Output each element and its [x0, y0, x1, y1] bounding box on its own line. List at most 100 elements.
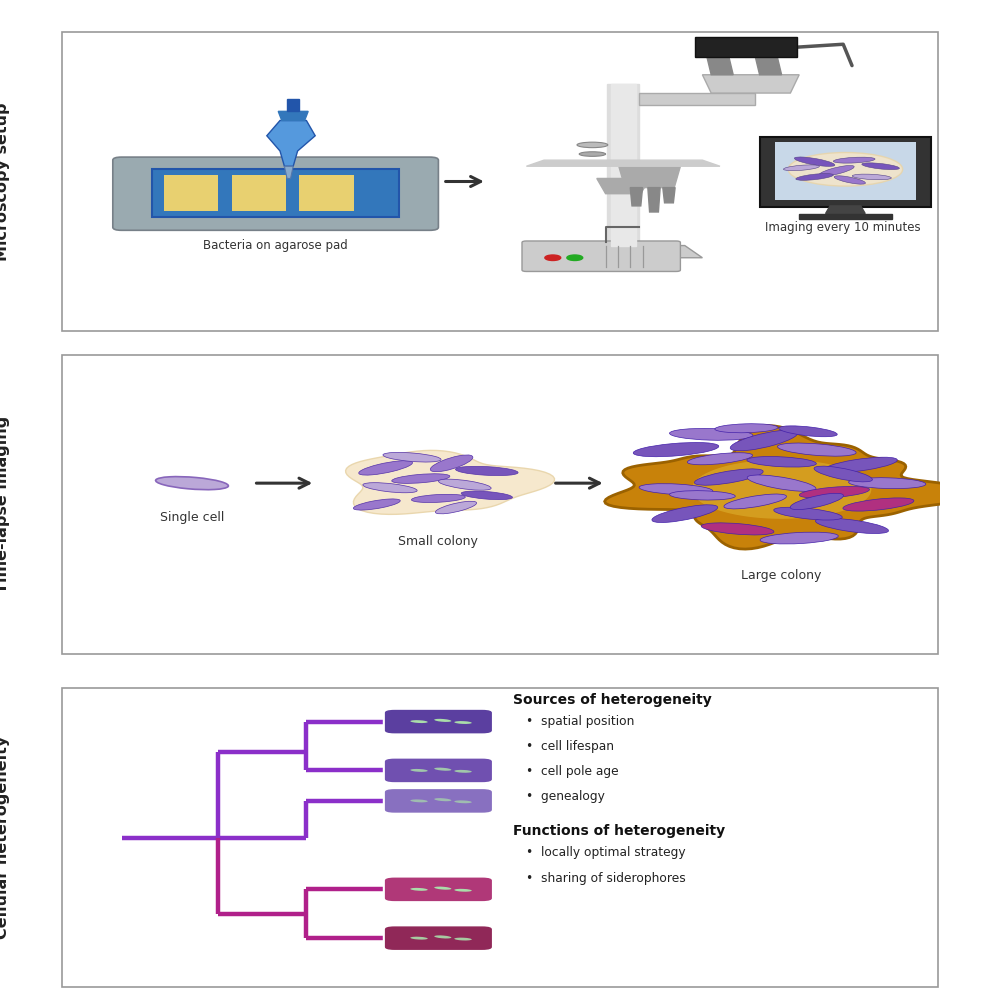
Ellipse shape — [815, 518, 889, 533]
Text: Large colony: Large colony — [741, 569, 822, 582]
Polygon shape — [630, 188, 643, 206]
Polygon shape — [707, 56, 733, 75]
Circle shape — [567, 255, 583, 260]
Ellipse shape — [454, 938, 472, 940]
Ellipse shape — [652, 505, 718, 523]
Ellipse shape — [796, 174, 833, 180]
Ellipse shape — [410, 888, 428, 891]
Ellipse shape — [779, 426, 837, 437]
FancyBboxPatch shape — [299, 175, 354, 211]
Text: •  locally optimal strategy: • locally optimal strategy — [526, 846, 686, 859]
Ellipse shape — [788, 153, 903, 186]
Ellipse shape — [156, 477, 228, 490]
Text: •  cell pole age: • cell pole age — [526, 765, 619, 778]
Text: Microscopy setup: Microscopy setup — [0, 102, 10, 261]
FancyBboxPatch shape — [232, 175, 286, 211]
Ellipse shape — [790, 493, 843, 510]
Ellipse shape — [434, 719, 451, 722]
Ellipse shape — [747, 457, 816, 467]
Ellipse shape — [434, 887, 451, 890]
Ellipse shape — [639, 484, 713, 495]
FancyBboxPatch shape — [164, 175, 218, 211]
Ellipse shape — [461, 491, 512, 500]
FancyBboxPatch shape — [760, 137, 931, 207]
Polygon shape — [799, 214, 892, 219]
Ellipse shape — [834, 176, 865, 184]
Ellipse shape — [410, 799, 428, 802]
Ellipse shape — [824, 457, 897, 472]
Polygon shape — [278, 111, 308, 120]
Ellipse shape — [687, 453, 753, 465]
Ellipse shape — [843, 498, 914, 511]
Ellipse shape — [849, 478, 926, 489]
Polygon shape — [619, 166, 680, 188]
Polygon shape — [648, 188, 660, 212]
Ellipse shape — [799, 486, 869, 498]
FancyBboxPatch shape — [62, 688, 938, 987]
Ellipse shape — [359, 461, 412, 475]
Ellipse shape — [411, 494, 465, 502]
Ellipse shape — [794, 157, 835, 166]
Ellipse shape — [438, 479, 491, 490]
Ellipse shape — [694, 469, 763, 485]
Ellipse shape — [363, 483, 417, 493]
Ellipse shape — [774, 507, 842, 520]
Ellipse shape — [633, 443, 719, 457]
Polygon shape — [605, 426, 976, 549]
Ellipse shape — [724, 494, 786, 509]
FancyBboxPatch shape — [384, 925, 493, 951]
Text: •  sharing of siderophores: • sharing of siderophores — [526, 872, 686, 885]
Polygon shape — [826, 206, 865, 214]
Ellipse shape — [456, 466, 518, 476]
Polygon shape — [526, 160, 720, 166]
Text: Single cell: Single cell — [160, 511, 224, 524]
Ellipse shape — [353, 499, 400, 510]
Ellipse shape — [410, 769, 428, 772]
Text: Small colony: Small colony — [398, 535, 478, 548]
Ellipse shape — [814, 466, 872, 482]
Ellipse shape — [434, 935, 451, 938]
Ellipse shape — [747, 475, 816, 491]
Ellipse shape — [454, 889, 472, 892]
Text: Functions of heterogeneity: Functions of heterogeneity — [513, 824, 725, 838]
Polygon shape — [611, 84, 636, 246]
FancyBboxPatch shape — [62, 32, 938, 331]
Polygon shape — [287, 99, 299, 111]
FancyBboxPatch shape — [522, 241, 680, 271]
Circle shape — [545, 255, 561, 260]
Polygon shape — [639, 93, 755, 105]
Ellipse shape — [392, 474, 450, 483]
Polygon shape — [755, 56, 782, 75]
Ellipse shape — [701, 523, 774, 535]
Ellipse shape — [430, 455, 473, 472]
Ellipse shape — [760, 532, 838, 544]
Text: Cellular heterogeneity: Cellular heterogeneity — [0, 736, 10, 939]
Text: Bacteria on agarose pad: Bacteria on agarose pad — [203, 239, 348, 252]
Text: Sources of heterogeneity: Sources of heterogeneity — [513, 693, 712, 707]
Polygon shape — [284, 166, 293, 178]
FancyBboxPatch shape — [152, 169, 399, 217]
Ellipse shape — [670, 428, 753, 440]
Ellipse shape — [783, 165, 819, 171]
Ellipse shape — [454, 800, 472, 803]
Text: Imaging every 10 minutes: Imaging every 10 minutes — [765, 221, 921, 234]
Polygon shape — [607, 84, 639, 246]
Polygon shape — [267, 120, 315, 166]
FancyBboxPatch shape — [695, 37, 797, 57]
Ellipse shape — [833, 157, 875, 163]
FancyBboxPatch shape — [384, 788, 493, 814]
Ellipse shape — [819, 165, 854, 176]
Ellipse shape — [579, 152, 606, 156]
Ellipse shape — [410, 937, 428, 940]
Text: •  spatial position: • spatial position — [526, 715, 635, 728]
Ellipse shape — [715, 424, 778, 433]
Ellipse shape — [410, 720, 428, 723]
FancyBboxPatch shape — [384, 709, 493, 734]
Polygon shape — [346, 450, 554, 514]
Ellipse shape — [577, 142, 608, 148]
Ellipse shape — [852, 174, 891, 180]
Ellipse shape — [434, 798, 451, 801]
Polygon shape — [692, 460, 871, 519]
Ellipse shape — [383, 452, 441, 462]
FancyBboxPatch shape — [775, 142, 916, 200]
